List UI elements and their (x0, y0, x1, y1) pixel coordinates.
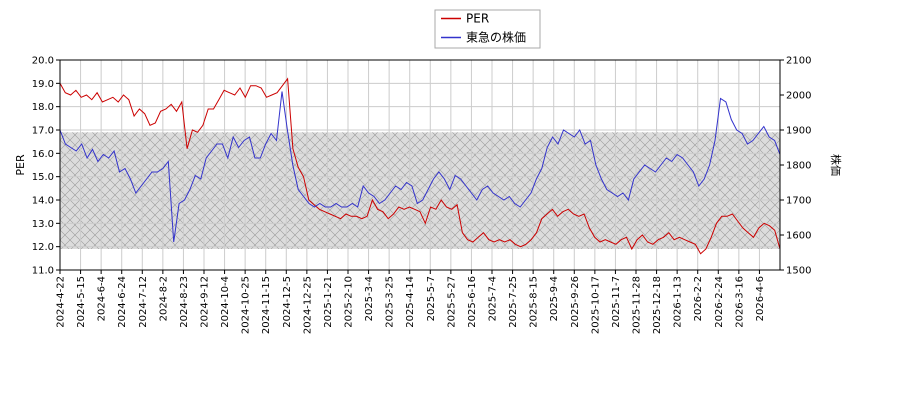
y-left-tick-label: 11.0 (32, 266, 54, 277)
legend-box (434, 9, 541, 49)
y-left-tick-label: 17.0 (32, 126, 54, 137)
x-tick-label: 2024-7-12 (138, 276, 149, 328)
x-tick-label: 2025-3-25 (385, 276, 396, 328)
x-tick-label: 2025-4-14 (405, 276, 416, 328)
x-tick-label: 2025-9-26 (570, 276, 581, 328)
x-tick-label: 2025-7-25 (508, 276, 519, 328)
x-tick-label: 2024-5-15 (76, 276, 87, 328)
y-right-tick-label: 2100 (786, 56, 811, 67)
x-tick-label: 2024-6-4 (97, 276, 108, 321)
series-line-per (59, 77, 781, 255)
x-tick-label: 2024-10-25 (241, 276, 252, 334)
y-left-tick-label: 14.0 (32, 196, 54, 207)
x-tick-label: 2024-6-24 (117, 276, 128, 328)
band-hatch (60, 132, 780, 249)
y-right-tick-label: 1700 (786, 196, 811, 207)
x-tick-label: 2025-2-10 (344, 276, 355, 328)
x-tick-label: 2025-11-7 (611, 276, 622, 328)
y-right-axis-title: 株価 (829, 154, 843, 176)
x-tick-label: 2025-1-21 (323, 276, 334, 328)
x-tick-label: 2024-12-5 (282, 276, 293, 328)
x-tick-label: 2025-6-16 (467, 276, 478, 328)
y-left-tick-label: 12.0 (32, 242, 54, 253)
x-tick-label: 2025-5-7 (426, 276, 437, 321)
y-right-tick-labels: 1500 1600 1700 1800 1900 2000 2100 (780, 56, 811, 277)
x-tick-label: 2025-8-15 (529, 276, 540, 328)
legend-label-price: 東急の株価 (466, 30, 526, 45)
shaded-band (60, 132, 780, 249)
x-tick-label: 2025-12-18 (652, 276, 663, 334)
x-tick-label: 2024-4-22 (56, 276, 67, 328)
x-tick-label: 2025-3-4 (364, 276, 375, 321)
x-tick-label: 2026-1-13 (673, 276, 684, 328)
legend: PER 東急の株価 (434, 9, 541, 49)
legend-label-per: PER (466, 12, 489, 26)
y-left-tick-label: 20.0 (32, 56, 54, 67)
y-right-tick-label: 1600 (786, 231, 811, 242)
x-tick-label: 2025-5-27 (446, 276, 457, 328)
y-right-tick-label: 1900 (786, 126, 811, 137)
y-left-tick-label: 13.0 (32, 219, 54, 230)
x-tick-label: 2024-8-23 (179, 276, 190, 328)
series-lines (59, 77, 781, 255)
x-tick-label: 2026-3-16 (734, 276, 745, 328)
series-line-price (59, 91, 781, 243)
y-left-tick-labels: 11.0 12.0 13.0 14.0 15.0 16.0 17.0 18.0 19.0 20.0 (32, 56, 60, 277)
y-left-tick-label: 19.0 (32, 79, 54, 90)
y-left-tick-label: 16.0 (32, 149, 54, 160)
x-tick-labels: 2024-4-22 2024-5-15 2024-6-4 2024-6-24 2024-… (56, 270, 766, 334)
x-tick-label: 2025-9-4 (549, 276, 560, 321)
y-right-tick-label: 2000 (786, 91, 811, 102)
y-left-tick-label: 18.0 (32, 102, 54, 113)
x-tick-label: 2025-7-4 (488, 276, 499, 321)
x-tick-label: 2026-4-6 (755, 276, 766, 321)
x-tick-label: 2024-11-15 (261, 276, 272, 334)
y-right-tick-label: 1800 (786, 161, 811, 172)
x-tick-label: 2024-8-2 (158, 276, 169, 321)
y-left-axis-title: PER (14, 154, 27, 176)
x-tick-label: 2025-11-28 (632, 276, 643, 334)
x-tick-label: 2025-10-17 (590, 276, 601, 334)
y-left-tick-label: 15.0 (32, 172, 54, 183)
x-tick-label: 2026-2-24 (714, 276, 725, 328)
y-right-tick-label: 1500 (786, 266, 811, 277)
x-tick-label: 2026-2-2 (693, 276, 704, 321)
x-tick-label: 2024-9-12 (200, 276, 211, 328)
x-tick-label: 2024-10-4 (220, 276, 231, 328)
x-tick-label: 2024-12-25 (302, 276, 313, 334)
